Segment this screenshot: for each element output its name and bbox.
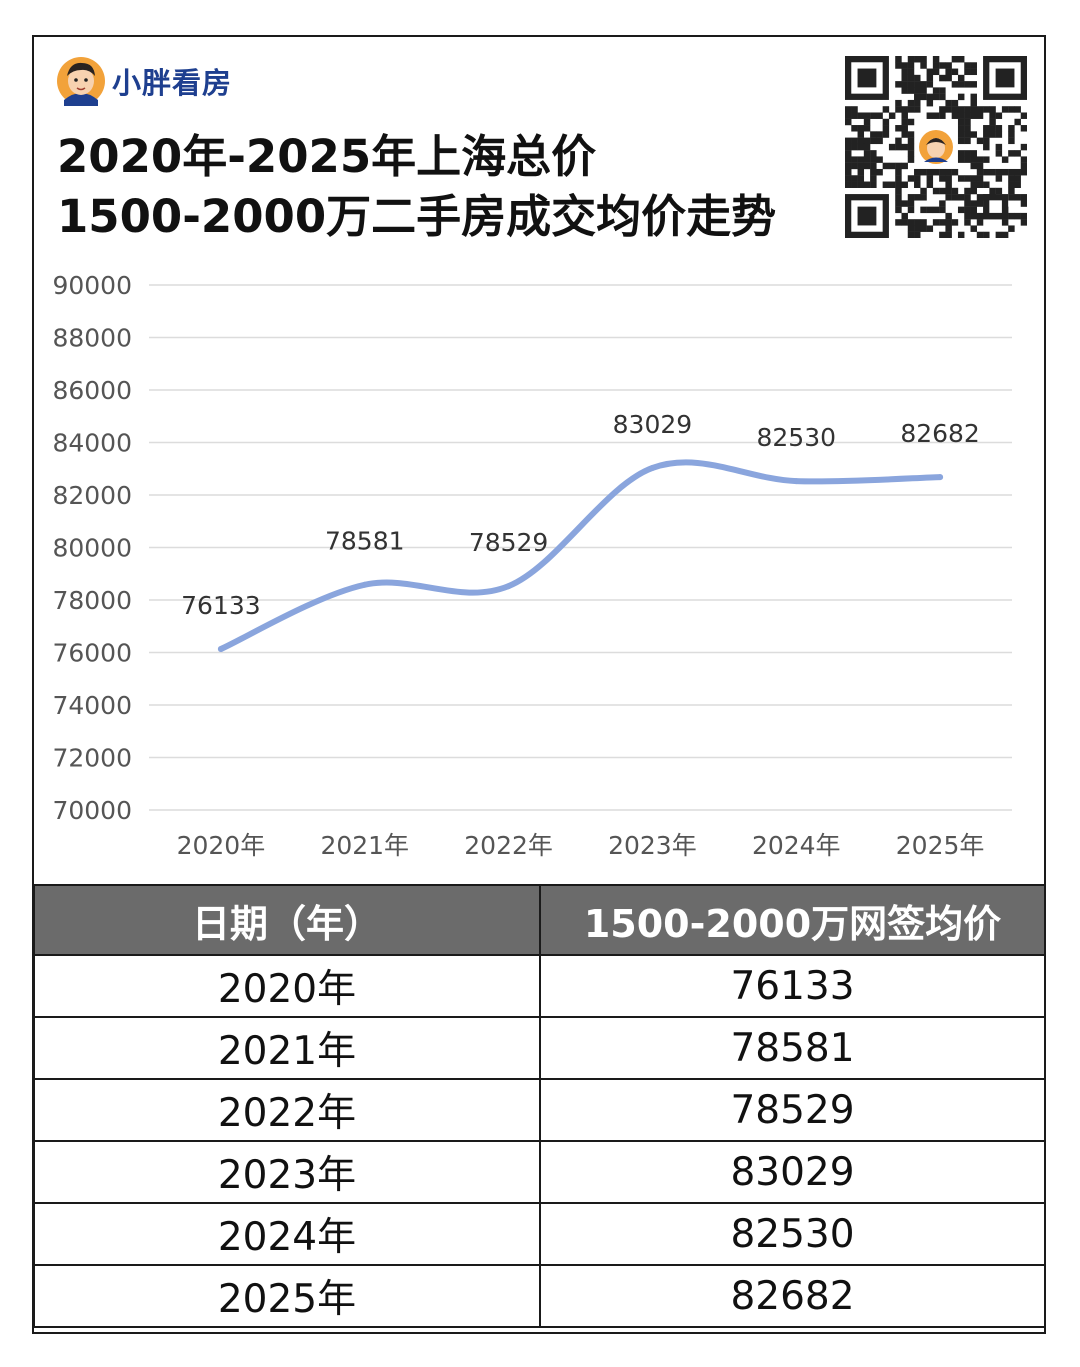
y-tick-label: 90000 [52, 271, 132, 300]
x-tick-label: 2025年 [896, 831, 985, 860]
title-line-1: 2020年-2025年上海总价 [57, 130, 597, 183]
price-cell: 78581 [538, 1016, 1047, 1080]
year-cell: 2020年 [33, 954, 541, 1018]
data-label: 76133 [181, 591, 261, 620]
data-point [937, 474, 944, 481]
y-tick-label: 74000 [52, 691, 132, 720]
x-tick-label: 2021年 [320, 831, 409, 860]
price-cell: 82530 [538, 1202, 1047, 1266]
year-cell: 2021年 [33, 1016, 541, 1080]
y-tick-label: 78000 [52, 586, 132, 615]
data-label: 78529 [469, 528, 549, 557]
price-table: 日期（年） 1500-2000万网签均价 2020年 76133 2021年 78581… [33, 884, 1047, 1328]
y-tick-label: 84000 [52, 429, 132, 458]
y-tick-label: 88000 [52, 324, 132, 353]
year-cell: 2024年 [33, 1202, 541, 1266]
table-header-cell: 1500-2000万网签均价 [538, 884, 1047, 956]
y-tick-label: 82000 [52, 481, 132, 510]
data-point [361, 581, 368, 588]
data-label: 83029 [613, 410, 693, 439]
data-point [793, 478, 800, 485]
year-cell: 2023年 [33, 1140, 541, 1204]
table-header-cell: 日期（年） [33, 884, 541, 956]
brand-logo: 小胖看房 [56, 55, 232, 107]
qr-code-icon [845, 56, 1027, 238]
x-tick-label: 2023年 [608, 831, 697, 860]
series-line [217, 459, 944, 653]
data-label: 82682 [900, 419, 980, 448]
data-label: 82530 [756, 423, 836, 452]
x-tick-label: 2024年 [752, 831, 841, 860]
price-cell: 83029 [538, 1140, 1047, 1204]
y-tick-label: 80000 [52, 534, 132, 563]
title-line-2: 1500-2000万二手房成交均价走势 [57, 190, 777, 243]
avatar-logo-icon [57, 57, 105, 106]
year-cell: 2025年 [33, 1264, 541, 1328]
table-row: 2024年 82530 [33, 1202, 1047, 1266]
table-row: 2022年 78529 [33, 1078, 1047, 1142]
y-tick-label: 72000 [52, 744, 132, 773]
year-cell: 2022年 [33, 1078, 541, 1142]
x-tick-label: 2020年 [177, 831, 266, 860]
y-tick-label: 86000 [52, 376, 132, 405]
data-point [649, 464, 656, 471]
brand-name: 小胖看房 [112, 66, 233, 100]
price-cell: 78529 [538, 1078, 1047, 1142]
table-row: 2021年 78581 [33, 1016, 1047, 1080]
table-header-row: 日期（年） 1500-2000万网签均价 [33, 884, 1047, 956]
poster-frame [32, 35, 1046, 1334]
x-tick-label: 2022年 [464, 831, 553, 860]
price-cell: 82682 [538, 1264, 1047, 1328]
y-tick-label: 76000 [52, 639, 132, 668]
data-label: 78581 [325, 527, 405, 556]
table-row: 2025年 82682 [33, 1264, 1047, 1328]
data-point [217, 646, 224, 653]
table-row: 2020年 76133 [33, 954, 1047, 1018]
y-tick-label: 70000 [52, 796, 132, 825]
price-cell: 76133 [538, 954, 1047, 1018]
data-point [505, 583, 512, 590]
page-title: 2020年-2025年上海总价 1500-2000万二手房成交均价走势 [57, 127, 776, 247]
table-row: 2023年 83029 [33, 1140, 1047, 1204]
line-chart: 90000 88000 86000 84000 82000 80000 78000 76000… [52, 271, 1012, 860]
